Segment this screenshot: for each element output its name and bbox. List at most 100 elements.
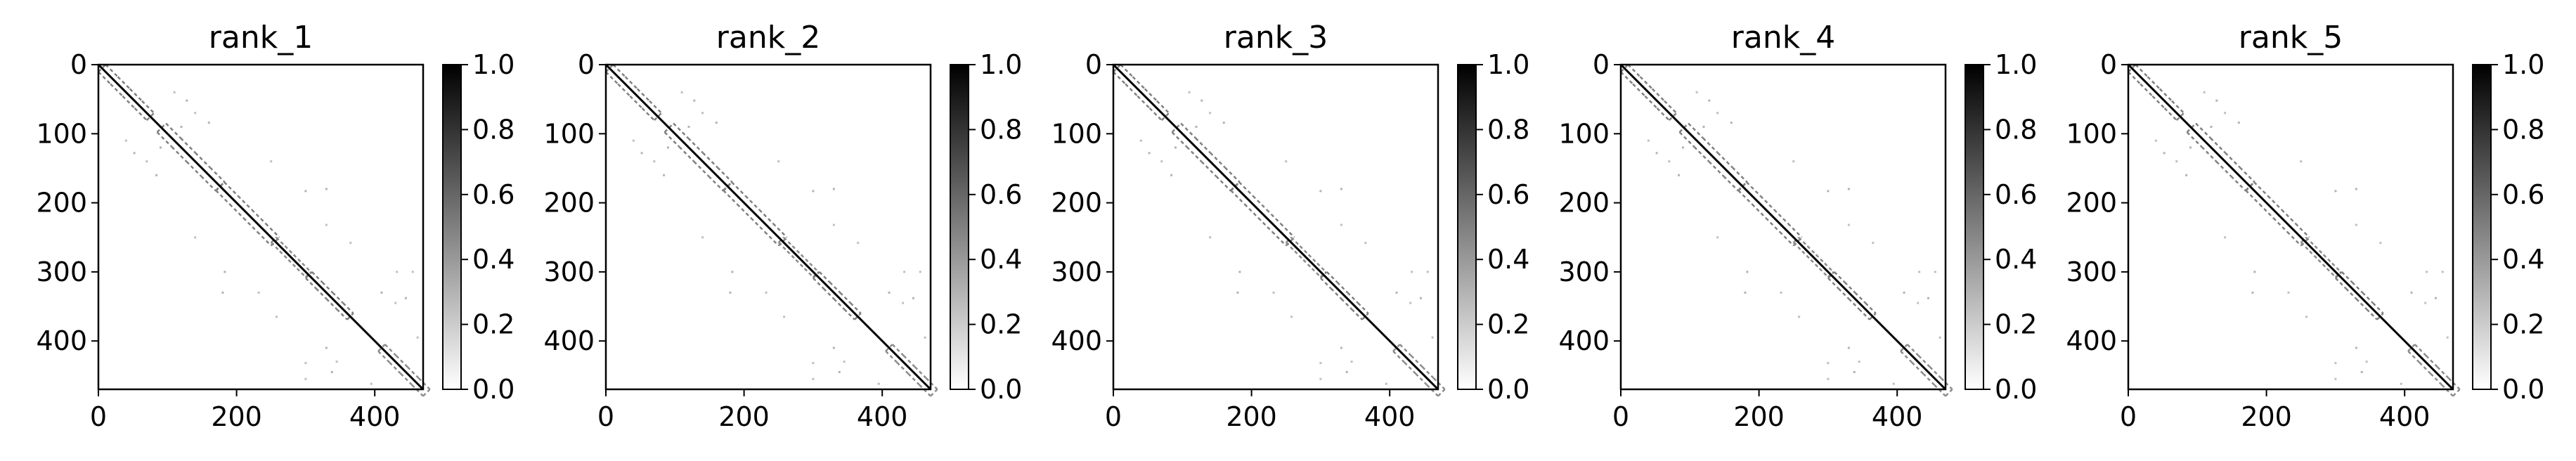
heatmap-cell <box>2334 377 2337 380</box>
heatmap-cell <box>1222 122 1225 124</box>
block-2-upper-stroke <box>716 167 733 183</box>
block-3-upper-stroke <box>1746 181 1761 197</box>
block-3-lower-stroke <box>1765 217 1780 233</box>
block-4-lower-stroke <box>1801 250 1812 261</box>
block-1-upper-stroke <box>129 88 143 102</box>
heatmap-cell <box>2446 336 2449 339</box>
block-5-upper-stroke <box>2372 302 2384 314</box>
y-tick-label: 400 <box>1558 325 1610 356</box>
panel-title: rank_5 <box>2239 20 2343 56</box>
heatmap-cell <box>1716 236 1719 239</box>
colorbar <box>1965 64 1984 390</box>
block-6-end-cap <box>2452 389 2461 397</box>
block-5-upper-stroke <box>818 271 831 283</box>
heatmap-cell <box>325 346 328 349</box>
block-3-lower-stroke <box>2272 217 2288 233</box>
block-5-start-cap <box>1827 271 1835 279</box>
block-1-lower-stroke <box>1137 95 1151 109</box>
heatmap-cell <box>1419 297 1422 299</box>
block-6-lower-stroke <box>885 350 898 363</box>
heatmap-cell <box>124 139 127 142</box>
diagonal-line <box>2127 63 2454 391</box>
colorbar-tick-label: 0.8 <box>1487 114 1529 145</box>
heatmap-cell <box>1431 336 1434 339</box>
heatmap-cell <box>2224 236 2227 239</box>
heatmap-cell <box>1681 146 1684 149</box>
block-5-start-cap <box>813 271 820 279</box>
y-tick-label: 200 <box>36 188 87 219</box>
colorbar-tick-label: 0.4 <box>1487 244 1529 275</box>
heatmap-cell <box>159 146 162 149</box>
block-3-upper-stroke <box>744 195 760 211</box>
block-1-upper-stroke <box>1627 64 1641 78</box>
block-1-start-cap <box>98 64 107 73</box>
heatmap-cell <box>1744 291 1747 294</box>
block-1-upper-stroke <box>1144 88 1158 102</box>
block-6-start-cap <box>1900 344 1908 352</box>
colorbar-tick-label: 0.4 <box>980 244 1022 275</box>
block-5-lower-stroke <box>1320 277 1332 290</box>
heatmap-cell <box>832 223 835 226</box>
block-5-start-cap <box>2335 271 2343 279</box>
block-3-lower-stroke <box>2245 190 2260 205</box>
block-1-upper-stroke <box>1120 64 1134 78</box>
colorbar-tick-label: 0.6 <box>1487 179 1529 210</box>
y-tick-label: 0 <box>578 49 595 80</box>
heatmap-cell <box>394 301 397 304</box>
heatmap-points <box>2154 91 2449 385</box>
block-5-lower-stroke <box>1858 309 1870 320</box>
panel-2: rank_2 0 200 400 0 100 200 300 400 0.0 0.2 0.4 0.6 0.… <box>543 20 1022 432</box>
block-4-lower-stroke <box>1792 242 1803 252</box>
heatmap-cell <box>903 271 906 273</box>
block-2-start-cap <box>664 122 674 133</box>
block-5-upper-stroke <box>1865 302 1877 314</box>
y-tick-label: 400 <box>36 325 87 356</box>
block-4-lower-stroke <box>803 268 814 278</box>
block-2-lower-stroke <box>2230 175 2246 192</box>
block-6-upper-stroke <box>914 366 927 379</box>
block-2-upper-stroke <box>673 122 689 139</box>
panel-1: rank_1 0 200 400 0 100 200 300 400 0.0 0.2 0.4 0.6 0.… <box>36 20 514 432</box>
block-5-lower-stroke <box>315 287 328 300</box>
block-4-upper-stroke <box>2305 236 2316 247</box>
heatmap-cell <box>2355 346 2357 349</box>
block-2-upper-stroke <box>1180 122 1196 139</box>
heatmap-cell <box>663 174 666 176</box>
block-1-lower-stroke <box>1656 108 1670 122</box>
block-3-lower-stroke <box>242 217 258 233</box>
heatmap-cell <box>1827 362 1830 365</box>
panel-title: rank_4 <box>1731 20 1835 56</box>
heatmap-blocks <box>1620 64 1953 397</box>
heatmap-cell <box>687 125 690 128</box>
block-4-upper-stroke <box>1307 254 1318 264</box>
block-1-lower-stroke <box>629 95 643 109</box>
block-6-lower-stroke <box>1426 384 1439 397</box>
panel-title: rank_2 <box>716 20 820 56</box>
axes-frame <box>2127 63 2454 391</box>
block-1-upper-stroke <box>2147 76 2161 90</box>
y-tick-label: 400 <box>543 325 595 356</box>
colorbar-tick-label: 0.2 <box>980 309 1022 340</box>
block-1-lower-stroke <box>2140 83 2154 97</box>
y-tick-label: 0 <box>1593 49 1610 80</box>
block-1-lower-stroke <box>1644 95 1658 109</box>
block-2-lower-stroke <box>2186 131 2203 148</box>
block-2-lower-stroke <box>1186 146 1203 162</box>
block-5-end-cap <box>346 312 354 320</box>
block-5-lower-stroke <box>1848 298 1860 310</box>
block-5-upper-stroke <box>1844 281 1856 294</box>
heatmap-blocks <box>2128 64 2461 397</box>
heatmap-cell <box>2300 160 2303 163</box>
block-3-lower-stroke <box>1230 190 1245 205</box>
axes-frame <box>1112 63 1439 391</box>
heatmap-cell <box>680 91 683 93</box>
block-1-lower-stroke <box>605 71 619 85</box>
block-5-end-cap <box>2376 312 2384 320</box>
block-6-upper-stroke <box>2436 366 2449 379</box>
colorbar-tick-label: 0.8 <box>1995 114 2037 145</box>
block-4-upper-stroke <box>292 254 303 264</box>
block-5-lower-stroke <box>325 298 338 310</box>
heatmap-cell <box>2434 297 2437 299</box>
block-1-upper-stroke <box>2171 100 2185 114</box>
heatmap-cell <box>1695 91 1698 93</box>
